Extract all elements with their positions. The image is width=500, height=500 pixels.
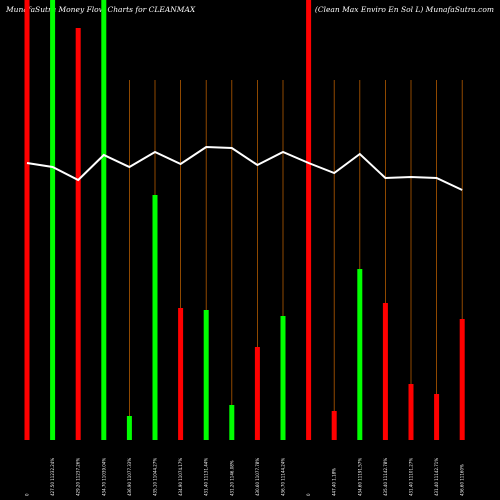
x-tick-label: 435.40 11142.78% xyxy=(383,458,388,496)
x-tick-label: 436.90 11077.33% xyxy=(127,458,132,496)
bar xyxy=(434,394,440,440)
bar xyxy=(126,416,132,440)
chart-title: MunafaSutra Money Flow Charts for CLEANM… xyxy=(5,5,196,14)
bar xyxy=(75,28,81,440)
x-tick-label: 435.10 11044.27% xyxy=(153,458,158,496)
x-tick-label: 431.40 11101.27% xyxy=(409,458,414,496)
x-tick-label: 436.60 11160% xyxy=(460,464,465,496)
x-tick-label: 430.60 11077.78% xyxy=(255,458,260,496)
bar xyxy=(178,308,184,440)
bar xyxy=(254,347,260,440)
bar xyxy=(331,411,337,440)
money-flow-line xyxy=(26,145,463,191)
x-tick-label: 431.40 11131.44% xyxy=(204,458,209,496)
x-tick-label: 0 xyxy=(25,493,30,496)
x-tick-label: 434.70 11039.04% xyxy=(101,458,106,496)
bar xyxy=(306,0,312,440)
x-tick-label: 436.70 11144.24% xyxy=(281,458,286,496)
x-tick-label: 447.40 1.18% xyxy=(332,468,337,496)
x-tick-label: 434.90 11074.17% xyxy=(178,458,183,496)
bar xyxy=(280,316,286,440)
bar xyxy=(203,310,209,440)
bar xyxy=(50,0,56,440)
x-tick-label: 434.60 11191.57% xyxy=(357,458,362,496)
chart-subtitle: (Clean Max Enviro En Sol L) MunafaSutra.… xyxy=(315,5,494,14)
x-tick-label: 431.40 11142.71% xyxy=(434,458,439,496)
bar xyxy=(408,384,414,440)
bar xyxy=(24,0,30,440)
bar xyxy=(229,405,235,440)
x-tick-label: 429.20 11237.26% xyxy=(76,458,81,496)
bar xyxy=(101,0,107,440)
bar xyxy=(357,269,363,440)
x-tick-label: 431.20 1146.08% xyxy=(229,460,234,496)
bar xyxy=(382,303,388,440)
bar xyxy=(459,319,465,440)
x-tick-label: 427.50 11232.24% xyxy=(50,458,55,496)
x-tick-label: 0 xyxy=(306,493,311,496)
bar xyxy=(152,195,158,440)
